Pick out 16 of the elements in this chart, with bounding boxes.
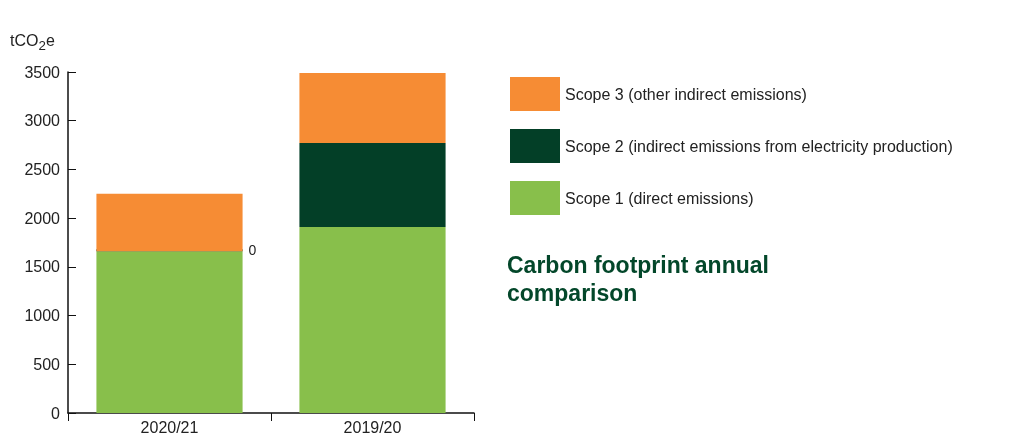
y-tick-label: 3000 bbox=[24, 112, 61, 130]
text: Carbon footprint annual comparison bbox=[507, 252, 776, 306]
x-tick-label: 2020/21 bbox=[140, 418, 199, 436]
y-tick-label: 2500 bbox=[24, 160, 61, 178]
y-tick-label: 1000 bbox=[24, 307, 61, 325]
y-tick-label: 3500 bbox=[24, 63, 61, 81]
y-tick-label: 2000 bbox=[24, 209, 61, 227]
legend-label: Scope 1 (direct emissions) bbox=[565, 189, 754, 207]
x-tick-label: 2019/20 bbox=[343, 418, 402, 436]
legend-label: Scope 3 (other indirect emissions) bbox=[565, 85, 807, 103]
y-axis-title: tCO$_{2}$e bbox=[10, 32, 55, 54]
data-label: 0 bbox=[248, 242, 257, 259]
y-tick-label: 500 bbox=[33, 355, 61, 373]
legend-label: Scope 2 (indirect emissions from electricity production) bbox=[565, 137, 953, 155]
y-tick-label: 1500 bbox=[24, 258, 61, 276]
y-tick-label: 0 bbox=[51, 404, 61, 422]
